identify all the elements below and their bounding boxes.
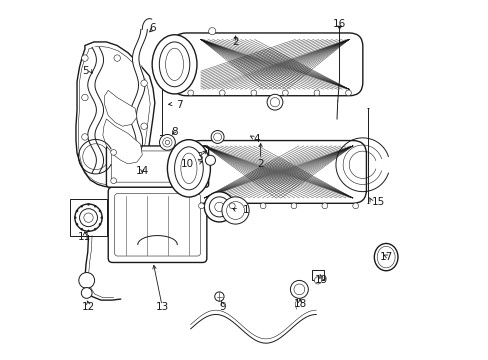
Circle shape bbox=[80, 209, 97, 226]
Polygon shape bbox=[76, 42, 155, 187]
Text: 4: 4 bbox=[253, 134, 260, 144]
Circle shape bbox=[76, 223, 78, 225]
Ellipse shape bbox=[165, 48, 183, 81]
Circle shape bbox=[198, 203, 204, 209]
Circle shape bbox=[83, 213, 93, 222]
FancyBboxPatch shape bbox=[111, 151, 203, 182]
Circle shape bbox=[110, 149, 116, 155]
Text: 14: 14 bbox=[135, 166, 149, 176]
Circle shape bbox=[165, 140, 169, 144]
Text: 2: 2 bbox=[257, 159, 264, 169]
Circle shape bbox=[314, 277, 321, 284]
Circle shape bbox=[270, 98, 279, 107]
Ellipse shape bbox=[376, 246, 394, 268]
Circle shape bbox=[214, 202, 224, 212]
Bar bbox=[311, 270, 324, 280]
Polygon shape bbox=[102, 119, 142, 164]
Circle shape bbox=[229, 203, 235, 209]
Ellipse shape bbox=[152, 35, 197, 94]
Text: 9: 9 bbox=[219, 302, 226, 312]
Circle shape bbox=[99, 210, 101, 212]
FancyBboxPatch shape bbox=[108, 187, 206, 262]
Text: 11: 11 bbox=[78, 232, 91, 242]
FancyBboxPatch shape bbox=[115, 194, 200, 256]
Circle shape bbox=[81, 288, 92, 298]
Text: 5: 5 bbox=[81, 66, 88, 76]
Circle shape bbox=[198, 149, 204, 155]
Circle shape bbox=[198, 178, 204, 184]
FancyBboxPatch shape bbox=[172, 33, 362, 96]
Ellipse shape bbox=[174, 147, 203, 190]
Ellipse shape bbox=[159, 42, 189, 87]
Circle shape bbox=[205, 155, 215, 165]
Circle shape bbox=[74, 217, 76, 219]
Text: 12: 12 bbox=[81, 302, 95, 312]
Circle shape bbox=[87, 203, 89, 206]
Circle shape bbox=[250, 90, 256, 96]
Circle shape bbox=[76, 210, 78, 212]
Circle shape bbox=[101, 217, 102, 219]
Polygon shape bbox=[104, 90, 137, 126]
Circle shape bbox=[211, 131, 224, 143]
Text: 6: 6 bbox=[149, 23, 156, 33]
Circle shape bbox=[141, 80, 147, 86]
Circle shape bbox=[290, 280, 308, 298]
Text: 7: 7 bbox=[176, 100, 183, 110]
Circle shape bbox=[352, 203, 358, 209]
Circle shape bbox=[81, 94, 88, 101]
Circle shape bbox=[260, 203, 265, 209]
Circle shape bbox=[293, 284, 304, 295]
Circle shape bbox=[81, 205, 83, 207]
Circle shape bbox=[75, 204, 102, 231]
Text: 16: 16 bbox=[332, 19, 346, 29]
Circle shape bbox=[226, 202, 244, 220]
Circle shape bbox=[110, 178, 116, 184]
Circle shape bbox=[99, 223, 101, 225]
Circle shape bbox=[219, 90, 224, 96]
Circle shape bbox=[159, 134, 175, 150]
Ellipse shape bbox=[373, 243, 397, 271]
Text: 2: 2 bbox=[232, 37, 238, 47]
Text: 3: 3 bbox=[196, 152, 203, 162]
Circle shape bbox=[141, 123, 147, 130]
Circle shape bbox=[208, 28, 215, 35]
Circle shape bbox=[187, 90, 193, 96]
Circle shape bbox=[94, 205, 96, 207]
Circle shape bbox=[214, 292, 224, 301]
Circle shape bbox=[266, 94, 282, 110]
Circle shape bbox=[313, 90, 319, 96]
Circle shape bbox=[204, 192, 234, 222]
Text: 13: 13 bbox=[155, 302, 168, 312]
Circle shape bbox=[81, 134, 88, 140]
Circle shape bbox=[87, 230, 89, 232]
Circle shape bbox=[321, 203, 327, 209]
Circle shape bbox=[345, 90, 351, 96]
Circle shape bbox=[114, 55, 120, 61]
Text: 15: 15 bbox=[371, 197, 384, 207]
Circle shape bbox=[81, 228, 83, 230]
Text: 10: 10 bbox=[181, 159, 194, 169]
Circle shape bbox=[79, 273, 94, 288]
Text: 17: 17 bbox=[379, 252, 392, 262]
Circle shape bbox=[94, 228, 96, 230]
Ellipse shape bbox=[181, 153, 197, 184]
Circle shape bbox=[163, 138, 172, 147]
Circle shape bbox=[209, 197, 229, 217]
Text: 18: 18 bbox=[293, 299, 306, 309]
Circle shape bbox=[222, 197, 249, 224]
Ellipse shape bbox=[167, 140, 210, 197]
FancyBboxPatch shape bbox=[106, 146, 208, 187]
FancyBboxPatch shape bbox=[187, 140, 366, 203]
Circle shape bbox=[81, 55, 88, 61]
Circle shape bbox=[213, 133, 221, 141]
Bar bbox=[70, 199, 107, 236]
Text: 19: 19 bbox=[314, 275, 327, 285]
Text: 8: 8 bbox=[171, 127, 178, 136]
Text: 1: 1 bbox=[242, 206, 249, 216]
Circle shape bbox=[282, 90, 287, 96]
Circle shape bbox=[290, 203, 296, 209]
